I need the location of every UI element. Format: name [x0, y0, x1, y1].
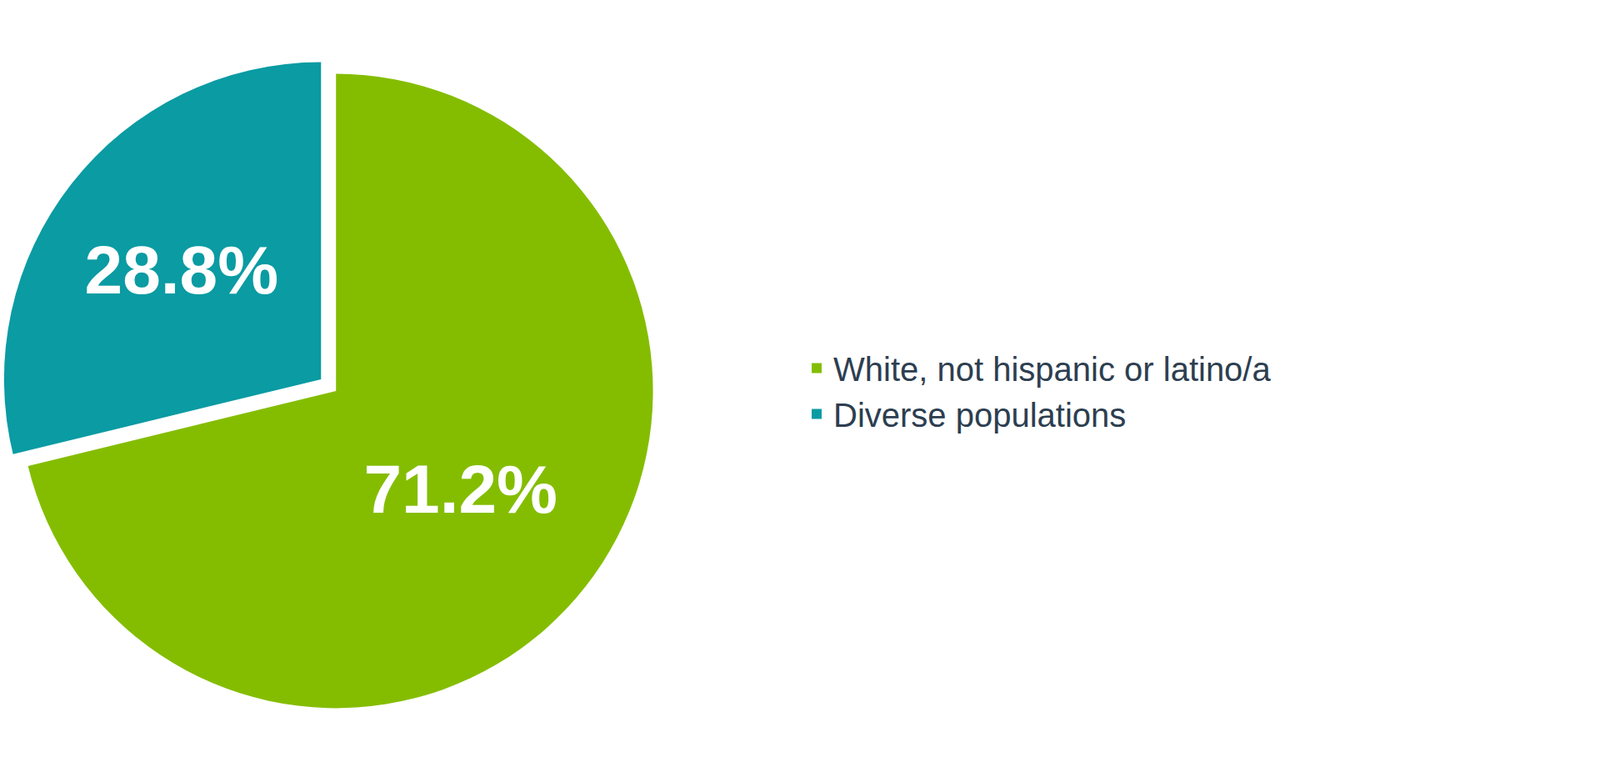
svg-text:71.2%: 71.2% — [363, 450, 558, 527]
svg-text:Diverse populations: Diverse populations — [833, 396, 1126, 434]
svg-text:28.8%: 28.8% — [85, 231, 280, 308]
svg-text:White, not hispanic or latino/: White, not hispanic or latino/a — [833, 350, 1271, 388]
